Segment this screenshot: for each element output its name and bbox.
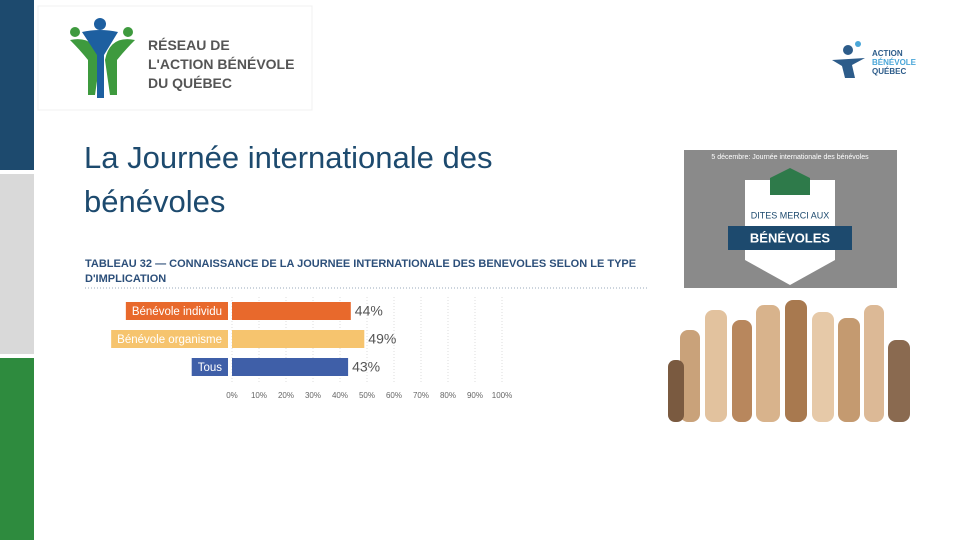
bar (232, 358, 349, 376)
logo-right: ACTION BÉNÉVOLE QUÉBEC (872, 49, 916, 76)
poster-envelope (770, 168, 810, 195)
sidebar-blue (0, 0, 34, 170)
logo-left: RÉSEAU DE L'ACTION BÉNÉVOLE DU QUÉBEC (148, 36, 294, 93)
logo-line: BÉNÉVOLE (872, 58, 917, 67)
chart-title: TABLEAU 32 — CONNAISSANCE DE LA JOURNEE … (85, 258, 637, 285)
category-box (111, 330, 228, 348)
category-label: Tous (198, 362, 223, 374)
logo-right-figure (832, 41, 865, 78)
x-tick-label: 0% (226, 391, 238, 400)
logo-line: RÉSEAU DE (148, 37, 230, 53)
category-label: Bénévole organisme (117, 334, 222, 346)
x-tick-label: 90% (467, 391, 483, 400)
sidebar-gray (0, 174, 34, 354)
x-tick-label: 50% (359, 391, 375, 400)
logo-box (37, 5, 313, 111)
logo-figures (70, 18, 135, 98)
bar (232, 330, 365, 348)
hands-illustration (668, 300, 910, 422)
x-tick-label: 30% (305, 391, 321, 400)
logo-line: L'ACTION BÉNÉVOLE (148, 56, 295, 72)
sidebar-green (0, 358, 34, 540)
poster-banner (728, 226, 852, 250)
poster-line2: BÉNÉVOLES (750, 230, 831, 245)
x-tick-label: 20% (278, 391, 294, 400)
value-label: 44% (355, 303, 383, 319)
value-label: 49% (368, 331, 396, 347)
bar (232, 302, 351, 320)
slide-title: La Journée internationale des bénévoles (84, 140, 493, 219)
logo-line: ACTION (872, 49, 903, 58)
category-box (191, 358, 228, 376)
x-tick-label: 40% (332, 391, 348, 400)
value-label: 43% (352, 359, 380, 375)
poster-caption: 5 décembre: Journée internationale des b… (711, 154, 869, 161)
x-tick-label: 60% (386, 391, 402, 400)
x-tick-label: 80% (440, 391, 456, 400)
logo-line: DU QUÉBEC (148, 75, 233, 91)
category-label: Bénévole individu (132, 306, 222, 318)
x-tick-label: 10% (251, 391, 267, 400)
x-tick-label: 70% (413, 391, 429, 400)
logo-line: QUÉBEC (872, 67, 907, 76)
x-tick-label: 100% (492, 391, 512, 400)
poster-line1: DITES MERCI AUX (751, 210, 830, 220)
category-box (125, 302, 228, 320)
